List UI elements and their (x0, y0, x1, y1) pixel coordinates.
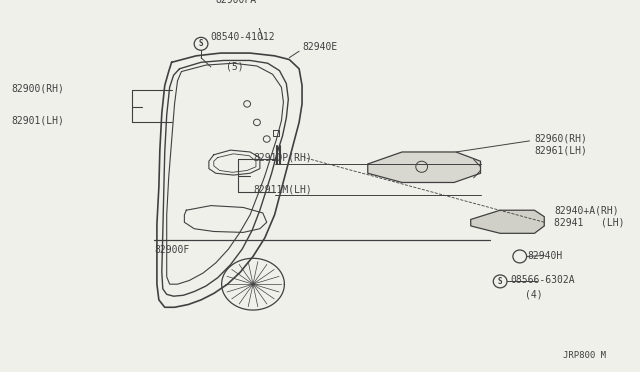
Text: 82940E: 82940E (302, 42, 337, 52)
Text: 08540-41012: 08540-41012 (211, 32, 275, 42)
Polygon shape (470, 210, 544, 233)
Polygon shape (368, 152, 481, 183)
Text: 82940+A(RH): 82940+A(RH) (554, 205, 619, 215)
Text: S: S (199, 39, 204, 48)
Text: 82941   (LH): 82941 (LH) (554, 217, 625, 227)
Text: 82911M(LH): 82911M(LH) (253, 185, 312, 195)
Text: (4): (4) (525, 289, 542, 299)
Text: 82900FA: 82900FA (216, 0, 257, 5)
Text: 08566-6302A: 08566-6302A (510, 276, 575, 285)
Text: (5): (5) (225, 62, 243, 72)
Text: 82910P(RH): 82910P(RH) (253, 153, 312, 163)
Text: 82900(RH): 82900(RH) (12, 83, 65, 93)
Text: 82901(LH): 82901(LH) (12, 116, 65, 125)
Text: JRP800 M: JRP800 M (563, 351, 606, 360)
Text: S: S (498, 277, 502, 286)
Text: 82900F: 82900F (154, 245, 189, 255)
Text: 82940H: 82940H (527, 250, 563, 260)
Text: 82960(RH): 82960(RH) (534, 133, 588, 143)
Text: 82961(LH): 82961(LH) (534, 145, 588, 155)
